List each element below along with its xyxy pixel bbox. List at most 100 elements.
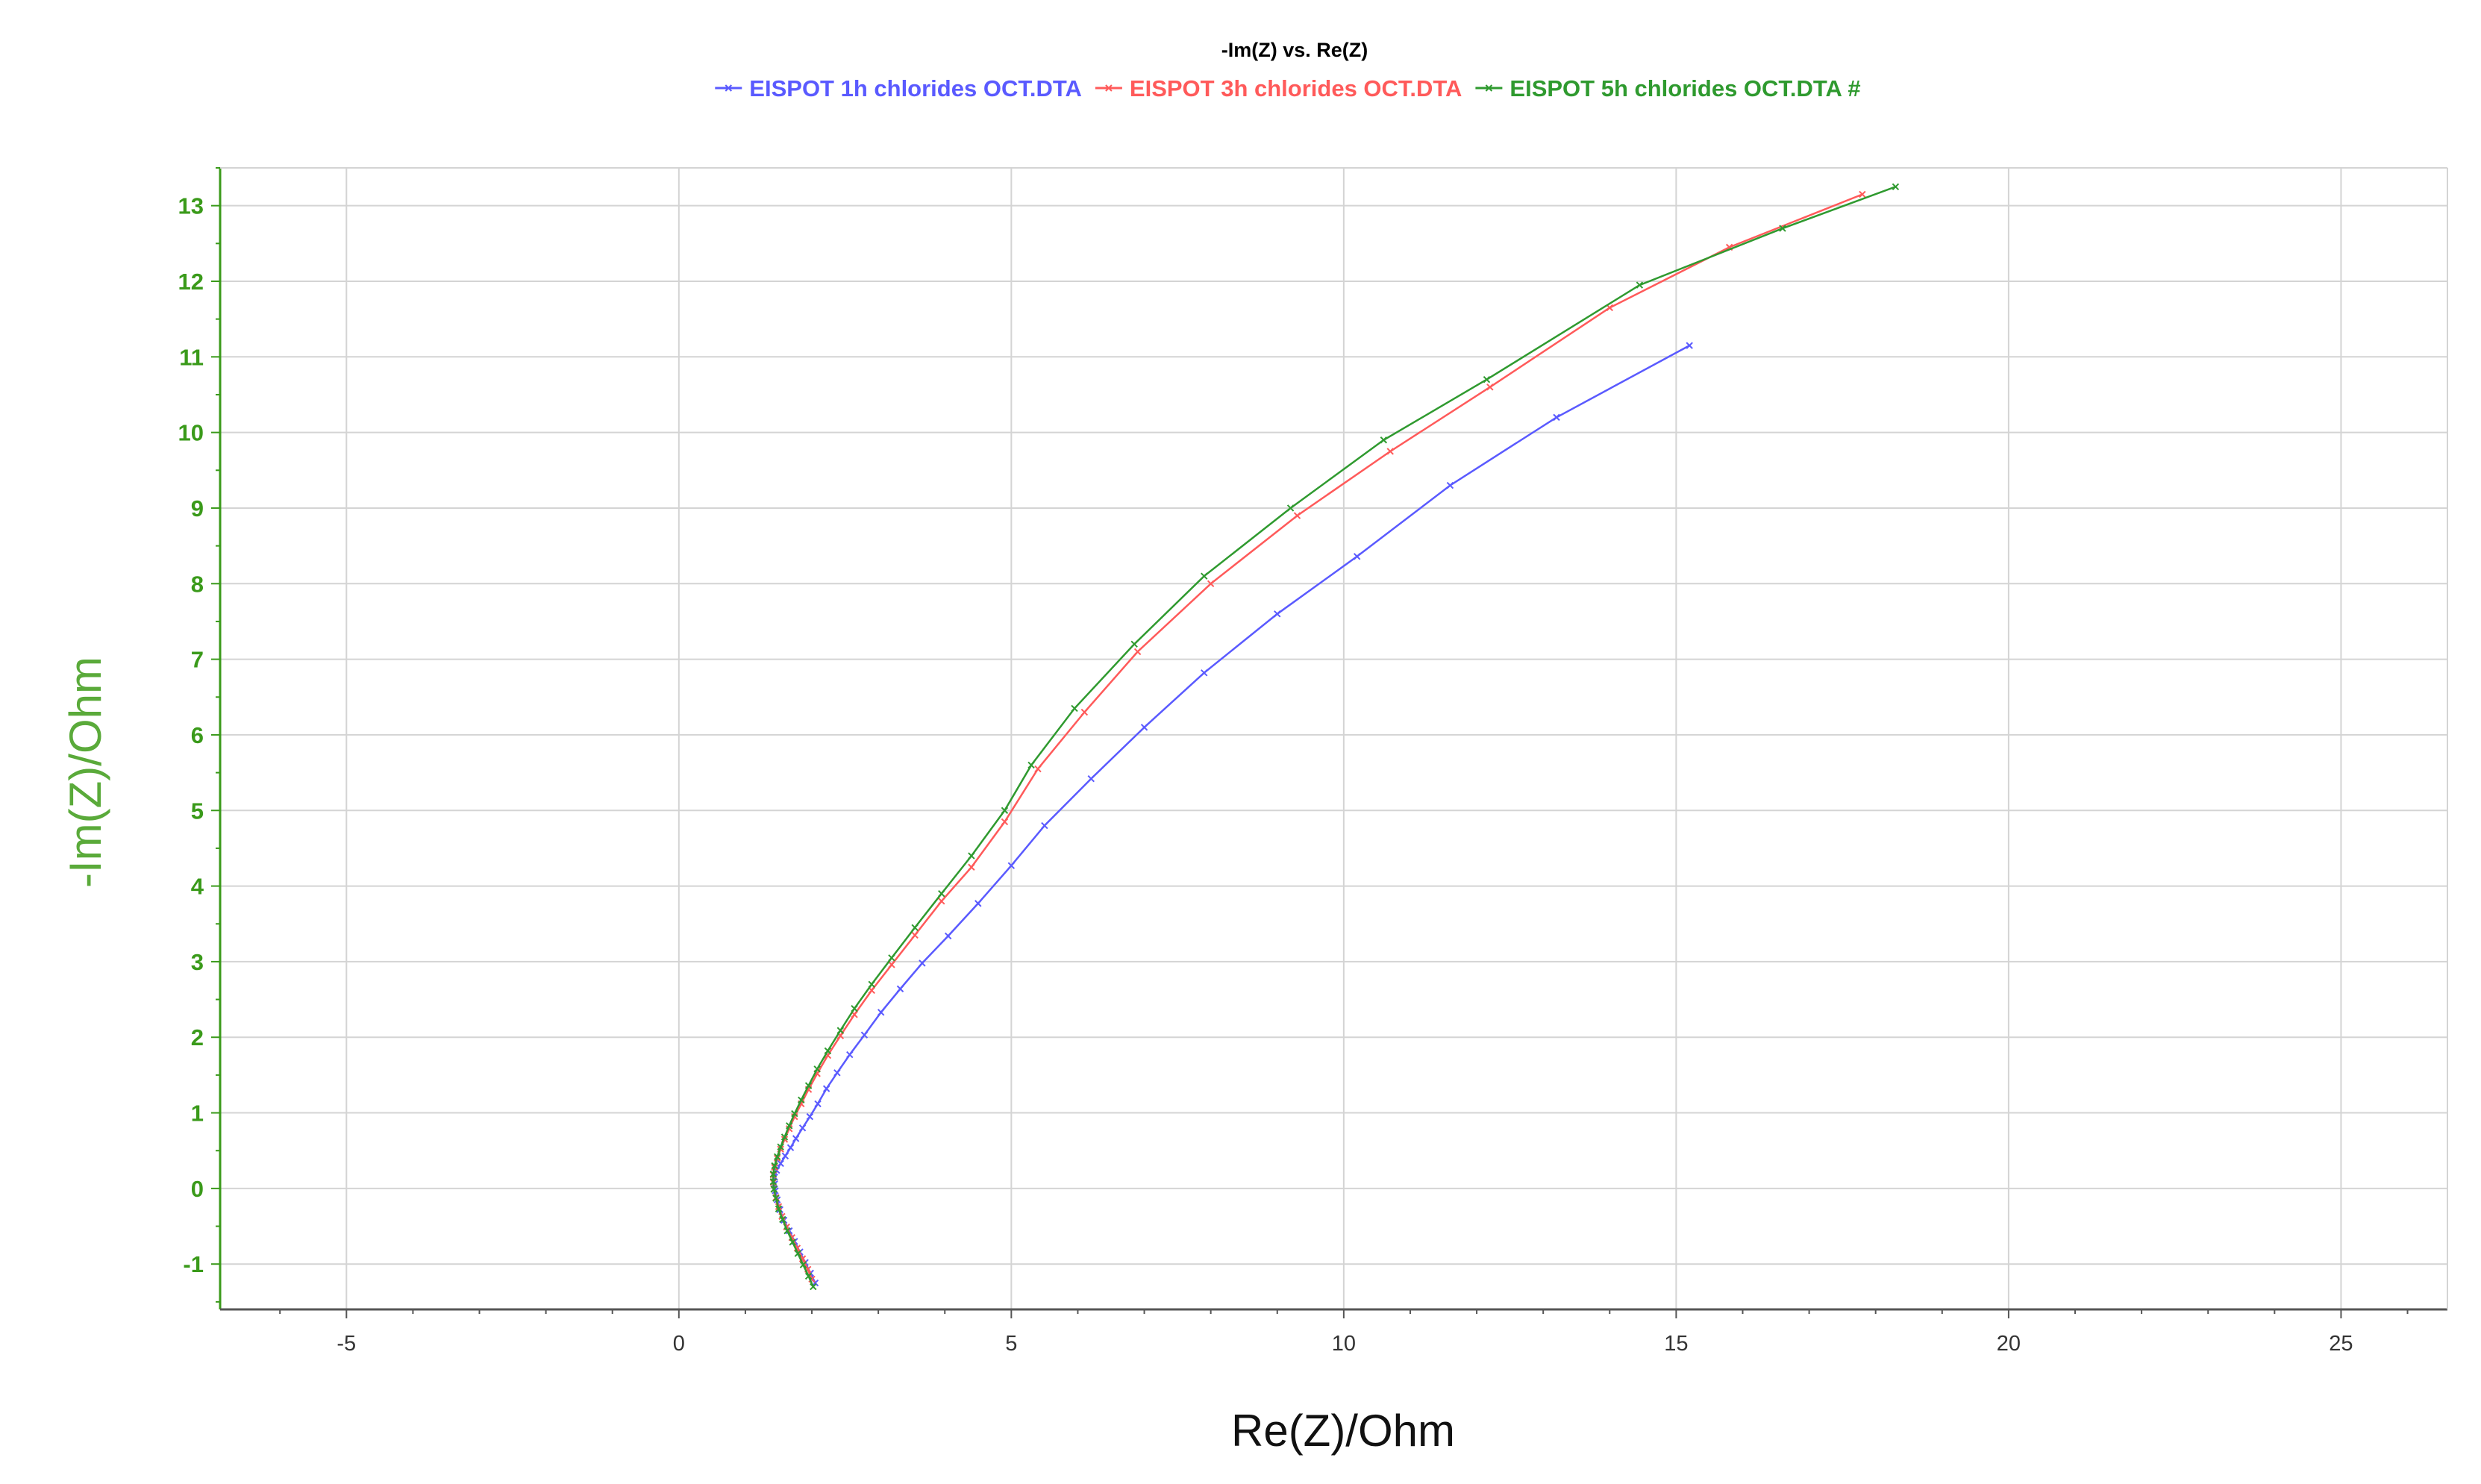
data-point [806, 1112, 814, 1121]
data-point [944, 932, 952, 940]
data-point [888, 954, 895, 962]
y-tick-label: 2 [191, 1024, 204, 1051]
data-point [1380, 436, 1388, 444]
x-tick-label: 5 [1005, 1332, 1017, 1356]
grid-vertical-lines [345, 168, 2342, 1309]
data-point [1071, 704, 1078, 713]
data-point [1080, 708, 1089, 716]
y-tick-label: 11 [179, 344, 204, 370]
data-point [919, 959, 926, 967]
data-point [1446, 481, 1454, 489]
data-point [814, 1100, 822, 1108]
y-tick-label: 8 [191, 571, 204, 597]
data-point [813, 1065, 821, 1073]
data-point [824, 1047, 832, 1055]
data-point [781, 1152, 789, 1160]
y-tick-label: 4 [191, 874, 204, 900]
series-line [772, 186, 1896, 1288]
x-tick-label: -5 [337, 1332, 356, 1356]
data-point [968, 863, 975, 871]
data-point [786, 1144, 795, 1151]
data-point [1293, 512, 1301, 519]
data-point [1001, 807, 1009, 814]
data-point [836, 1027, 845, 1034]
data-point [771, 1162, 778, 1170]
data-point [1353, 553, 1361, 560]
y-tick-label: 5 [191, 798, 204, 824]
legend-marker [725, 84, 733, 92]
data-point [938, 898, 945, 905]
x-axis-ticks: -5 0 5 10 15 20 25 [337, 1332, 2353, 1356]
data-point [1133, 648, 1142, 656]
data-point [1130, 640, 1138, 648]
x-tick-label: 25 [2329, 1332, 2353, 1356]
y-tick-label: -1 [183, 1251, 204, 1277]
data-point [789, 1239, 796, 1246]
data-point [1087, 774, 1095, 783]
data-point [938, 890, 945, 898]
data-point [783, 1227, 791, 1235]
grid-horizontal-lines [220, 204, 2447, 1265]
x-tick-label: 10 [1332, 1332, 1356, 1356]
data-point [1892, 183, 1900, 191]
data-point [833, 1069, 841, 1077]
x-axis-label: Re(Z)/Ohm [1231, 1406, 1455, 1456]
data-point [860, 1031, 869, 1039]
data-point [777, 1159, 784, 1168]
legend-item-3: EISPOT 5h chlorides OCT.DTA # [1475, 75, 1861, 101]
data-point [1007, 862, 1016, 869]
data-point [974, 900, 982, 907]
data-point [1686, 342, 1693, 349]
series-layer [769, 183, 1900, 1291]
data-point [1386, 448, 1394, 455]
data-point [772, 1195, 780, 1202]
data-point [896, 985, 904, 993]
data-point [769, 1178, 778, 1186]
data-point [792, 1135, 800, 1142]
data-point [851, 1005, 858, 1012]
data-point [773, 1153, 781, 1161]
x-tick-label: 0 [673, 1332, 685, 1356]
data-point [877, 1009, 885, 1016]
data-point [798, 1124, 807, 1132]
legend-item-2: EISPOT 3h chlorides OCT.DTA [1095, 75, 1462, 101]
data-point [1859, 190, 1866, 198]
data-point [770, 1186, 778, 1193]
x-tick-label: 20 [1997, 1332, 2021, 1356]
series-3 [769, 183, 1900, 1291]
data-point [786, 1122, 793, 1130]
data-point [1201, 572, 1208, 580]
y-tick-label: 7 [191, 647, 204, 673]
legend-label: EISPOT 3h chlorides OCT.DTA [1130, 75, 1462, 101]
data-point [798, 1096, 805, 1104]
data-point [1207, 580, 1215, 587]
data-point [888, 961, 895, 968]
data-point [1274, 610, 1281, 618]
y-tick-label: 0 [191, 1176, 204, 1202]
data-point [1001, 818, 1009, 826]
data-point [780, 1133, 789, 1141]
chart-legend: EISPOT 1h chlorides OCT.DTA EISPOT 3h chl… [715, 75, 1861, 101]
data-point [1140, 724, 1148, 731]
data-point [1636, 281, 1644, 289]
data-point [1041, 821, 1048, 830]
data-point [1483, 376, 1491, 383]
data-point [777, 1143, 784, 1150]
y-axis-label: -Im(Z)/Ohm [60, 657, 110, 888]
data-point [804, 1082, 813, 1089]
y-tick-label: 13 [178, 193, 204, 219]
data-point [769, 1170, 778, 1178]
x-tick-label: 15 [1664, 1332, 1688, 1356]
legend-label: EISPOT 1h chlorides OCT.DTA [749, 75, 1082, 101]
data-point [791, 1109, 798, 1118]
legend-item-1: EISPOT 1h chlorides OCT.DTA [715, 75, 1082, 101]
y-tick-label: 12 [178, 269, 204, 295]
data-point [868, 980, 875, 989]
data-point [799, 1261, 807, 1268]
data-point [1027, 761, 1035, 769]
data-point [1286, 504, 1295, 512]
data-point [911, 931, 919, 939]
